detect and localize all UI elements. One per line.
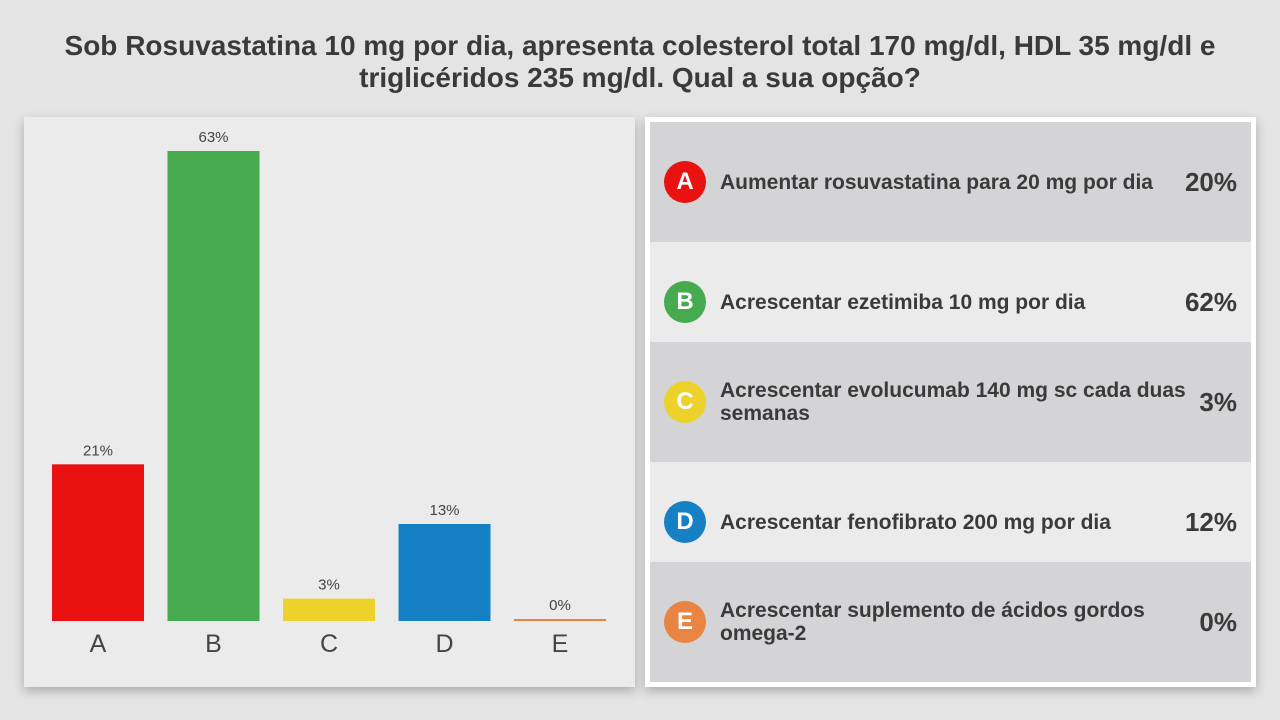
results-chart: 21% A 63% B 3% C 13% D 0% E xyxy=(24,117,635,687)
bar-d xyxy=(398,524,491,621)
x-tick-label-b: B xyxy=(205,630,222,658)
x-tick-label-e: E xyxy=(552,630,569,658)
answer-text-b: Acrescentar ezetimiba 10 mg por dia xyxy=(720,290,1086,314)
answer-percent-b: 62% xyxy=(1184,286,1237,317)
letter-badge-b: B xyxy=(664,281,706,323)
x-tick-label-a: A xyxy=(90,630,107,658)
answer-option-e[interactable]: E Acrescentar suplemento de ácidos gordo… xyxy=(650,562,1251,682)
answer-percent-a: 20% xyxy=(1184,166,1237,197)
value-label-b: 63% xyxy=(198,129,228,146)
value-label-a: 21% xyxy=(83,442,113,459)
letter-badge-c: C xyxy=(664,381,706,423)
value-label-d: 13% xyxy=(429,502,459,519)
value-label-e: 0% xyxy=(549,597,571,614)
answer-text-c: Acrescentar evolucumab 140 mg sc cada du… xyxy=(720,379,1186,425)
letter-badge-e: E xyxy=(664,601,706,643)
bar-c xyxy=(283,598,375,621)
value-label-c: 3% xyxy=(318,577,340,594)
bar-a xyxy=(52,464,144,621)
answer-option-c[interactable]: C Acrescentar evolucumab 140 mg sc cada … xyxy=(650,342,1251,462)
letter-badge-d: D xyxy=(664,501,706,543)
x-tick-label-d: D xyxy=(435,630,453,658)
answer-option-a[interactable]: A Aumentar rosuvastatina para 20 mg por … xyxy=(650,122,1251,242)
answer-list: A Aumentar rosuvastatina para 20 mg por … xyxy=(645,117,1256,687)
answer-percent-c: 3% xyxy=(1199,386,1237,417)
bar-e xyxy=(514,619,606,621)
letter-badge-a: A xyxy=(664,161,706,203)
answer-text-d: Acrescentar fenofibrato 200 mg por dia xyxy=(720,510,1111,534)
bar-chart-svg: 21% A 63% B 3% C 13% D 0% E xyxy=(52,129,606,658)
answer-text-a: Aumentar rosuvastatina para 20 mg por di… xyxy=(720,170,1153,194)
answer-percent-d: 12% xyxy=(1184,506,1237,537)
bar-b xyxy=(167,151,260,621)
answer-text-e: Acrescentar suplemento de ácidos gordos … xyxy=(720,599,1145,645)
question-title: Sob Rosuvastatina 10 mg por dia, apresen… xyxy=(64,30,1216,93)
x-tick-label-c: C xyxy=(320,630,338,658)
answer-percent-e: 0% xyxy=(1199,606,1237,637)
